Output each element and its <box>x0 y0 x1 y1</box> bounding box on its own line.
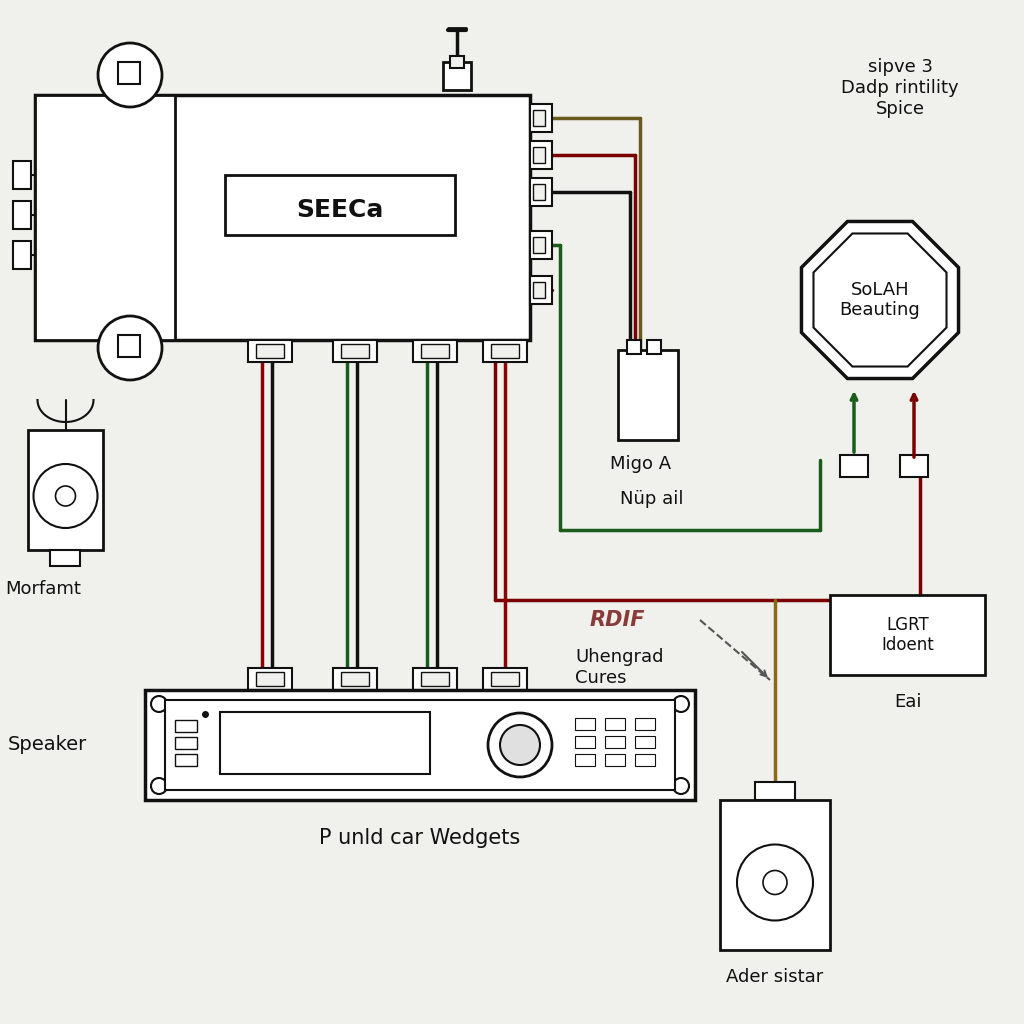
Circle shape <box>488 713 552 777</box>
Text: Speaker: Speaker <box>8 735 87 755</box>
Bar <box>450 56 464 68</box>
Bar <box>483 340 527 362</box>
Bar <box>490 672 519 686</box>
Circle shape <box>151 778 167 794</box>
Bar <box>413 668 457 690</box>
Bar <box>635 718 655 730</box>
Text: Morfamt: Morfamt <box>5 580 81 598</box>
Bar <box>605 718 625 730</box>
Circle shape <box>673 696 689 712</box>
Text: Migo A: Migo A <box>610 455 671 473</box>
Polygon shape <box>802 221 958 379</box>
Bar <box>333 340 377 362</box>
Bar <box>534 184 545 200</box>
Text: Uhengrad
Cures: Uhengrad Cures <box>575 648 664 687</box>
Bar <box>530 231 552 259</box>
Bar <box>534 237 545 253</box>
Text: SoLAH
Beauting: SoLAH Beauting <box>840 281 921 319</box>
Bar <box>341 344 369 358</box>
Circle shape <box>737 845 813 921</box>
Bar <box>900 455 928 477</box>
Bar <box>534 282 545 298</box>
Text: SEECa: SEECa <box>296 198 384 222</box>
Bar <box>534 147 545 163</box>
Bar <box>635 736 655 748</box>
Bar <box>13 201 31 229</box>
Bar <box>840 455 868 477</box>
Bar <box>118 335 140 357</box>
Text: LGRT
Idoent: LGRT Idoent <box>882 615 934 654</box>
Bar <box>421 672 449 686</box>
Bar <box>256 344 284 358</box>
Bar <box>530 141 552 169</box>
Bar <box>256 672 284 686</box>
Bar <box>530 104 552 132</box>
Bar <box>413 340 457 362</box>
Bar <box>575 754 595 766</box>
Bar <box>443 62 471 90</box>
Circle shape <box>763 870 787 895</box>
Bar <box>145 690 695 800</box>
Circle shape <box>98 316 162 380</box>
Bar <box>534 110 545 126</box>
Bar <box>50 550 80 566</box>
Bar <box>483 668 527 690</box>
Text: Ader sistar: Ader sistar <box>726 968 823 986</box>
Bar <box>13 241 31 269</box>
Bar <box>618 350 678 440</box>
Bar <box>175 737 197 749</box>
Bar <box>225 175 455 234</box>
Bar <box>421 344 449 358</box>
Bar <box>490 344 519 358</box>
Bar <box>627 340 641 354</box>
Circle shape <box>500 725 540 765</box>
Bar <box>35 95 530 340</box>
Bar <box>220 712 430 774</box>
Bar <box>575 736 595 748</box>
Bar <box>530 178 552 206</box>
Bar <box>647 340 662 354</box>
Circle shape <box>55 486 76 506</box>
Circle shape <box>151 696 167 712</box>
Bar <box>605 754 625 766</box>
Bar <box>13 161 31 189</box>
Bar <box>175 720 197 732</box>
Polygon shape <box>813 233 946 367</box>
Text: Eai: Eai <box>894 693 922 711</box>
Bar <box>28 430 103 550</box>
Text: sipve 3
Dadp rintility
Spice: sipve 3 Dadp rintility Spice <box>841 58 958 118</box>
Bar <box>830 595 985 675</box>
Bar <box>165 700 675 790</box>
Bar <box>341 672 369 686</box>
Circle shape <box>673 778 689 794</box>
Bar <box>755 782 795 800</box>
Bar <box>175 754 197 766</box>
Text: P unld car Wedgets: P unld car Wedgets <box>319 828 520 848</box>
Text: Nüp ail: Nüp ail <box>620 490 683 508</box>
Circle shape <box>34 464 97 528</box>
Bar <box>118 62 140 84</box>
Bar <box>635 754 655 766</box>
Bar <box>575 718 595 730</box>
Text: RDIF: RDIF <box>590 610 645 630</box>
Bar <box>248 668 292 690</box>
Circle shape <box>98 43 162 106</box>
Bar <box>530 276 552 304</box>
Bar <box>248 340 292 362</box>
Bar <box>35 95 175 340</box>
Bar <box>605 736 625 748</box>
Bar <box>333 668 377 690</box>
Bar <box>720 800 830 950</box>
